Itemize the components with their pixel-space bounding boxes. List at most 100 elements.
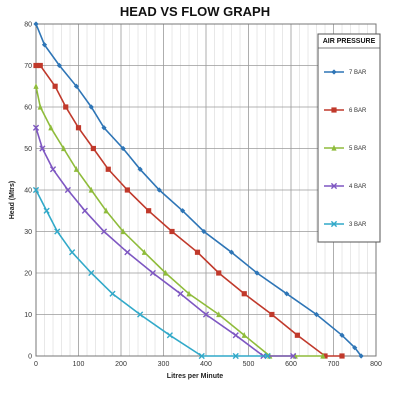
data-point [49,166,57,173]
data-point [56,62,62,69]
data-point [88,269,95,277]
legend-item: 3 BAR [324,220,367,228]
series-line [35,127,294,357]
data-point [100,228,108,235]
data-point [69,249,76,256]
data-point [105,166,111,172]
x-tick-label: 700 [328,361,340,368]
data-point [194,249,201,255]
data-point [156,187,162,193]
x-tick-label: 600 [285,361,297,368]
data-point [180,208,186,214]
y-tick-label: 10 [24,312,32,319]
y-tick-label: 20 [24,271,32,278]
data-point [269,311,275,318]
data-point [198,352,205,360]
x-tick-label: 500 [243,361,255,368]
x-tick-label: 300 [158,361,170,368]
data-point [52,83,58,89]
data-point [137,311,144,318]
data-point [120,145,126,152]
data-point [37,103,43,110]
data-point [186,290,192,297]
data-point [149,269,156,277]
data-point [54,228,61,235]
legend-box [317,33,381,243]
data-point [73,83,79,89]
x-axis-label: Litres per Minute [167,373,224,380]
legend-marker [331,144,337,151]
data-point [33,62,39,69]
x-tick-label: 100 [73,361,85,368]
data-point [241,291,247,297]
data-point [64,186,71,194]
y-tick-label: 50 [24,146,32,153]
data-point [166,332,173,339]
data-point [73,166,79,172]
legend-marker [330,182,338,190]
data-point [101,125,107,131]
data-point [339,332,345,338]
data-point [39,145,46,152]
y-tick-label: 30 [24,229,32,236]
data-point [320,352,326,359]
series-line [35,86,323,357]
data-point [33,21,39,27]
data-point [232,352,239,360]
legend-label: 6 BAR [349,108,367,114]
data-point [43,207,50,214]
legend-marker [330,220,338,228]
x-tick-label: 200 [115,361,127,368]
data-point [339,353,345,359]
data-point [177,290,184,297]
series-line [35,23,362,357]
data-point [120,228,126,235]
legend-label: 7 BAR [349,70,367,76]
chart-title: HEAD VS FLOW GRAPH [120,4,270,19]
data-point [216,311,222,318]
data-point [254,270,260,276]
data-point [103,207,109,214]
data-point [163,269,169,276]
data-point [32,186,40,194]
series-layer [32,21,364,360]
data-point [32,124,40,131]
data-point [63,104,69,110]
data-point [264,352,271,360]
data-point [48,124,54,131]
data-point [228,249,235,255]
legend-label: 3 BAR [349,222,367,228]
data-point [284,291,290,297]
data-point [88,104,94,110]
data-point [124,249,131,256]
x-tick-label: 0 [34,361,38,368]
y-tick-label: 60 [24,105,32,112]
data-point [81,207,88,214]
data-point [146,208,152,214]
data-point [61,145,67,152]
y-axis-label: Head (Mtrs) [9,181,16,220]
data-point [109,290,116,297]
data-point [88,186,94,193]
data-point [352,345,358,351]
x-tick-label: 800 [370,361,382,368]
x-tick-label: 400 [200,361,212,368]
legend-label: 5 BAR [349,146,367,152]
series-3 [32,124,297,360]
data-point [202,311,210,318]
legend-item: 5 BAR [324,144,367,152]
data-point [37,62,43,69]
y-tick-label: 70 [24,63,32,70]
y-tick-label: 0 [28,354,32,361]
data-point [313,311,320,318]
legend-marker [331,107,337,113]
y-tick-label: 80 [24,22,32,29]
legend-item: 7 BAR [324,69,367,76]
data-point [322,353,328,359]
data-point [90,145,96,152]
data-point [216,270,222,276]
series-0 [33,21,364,359]
data-point [232,332,239,339]
legend-item: 4 BAR [324,182,367,190]
